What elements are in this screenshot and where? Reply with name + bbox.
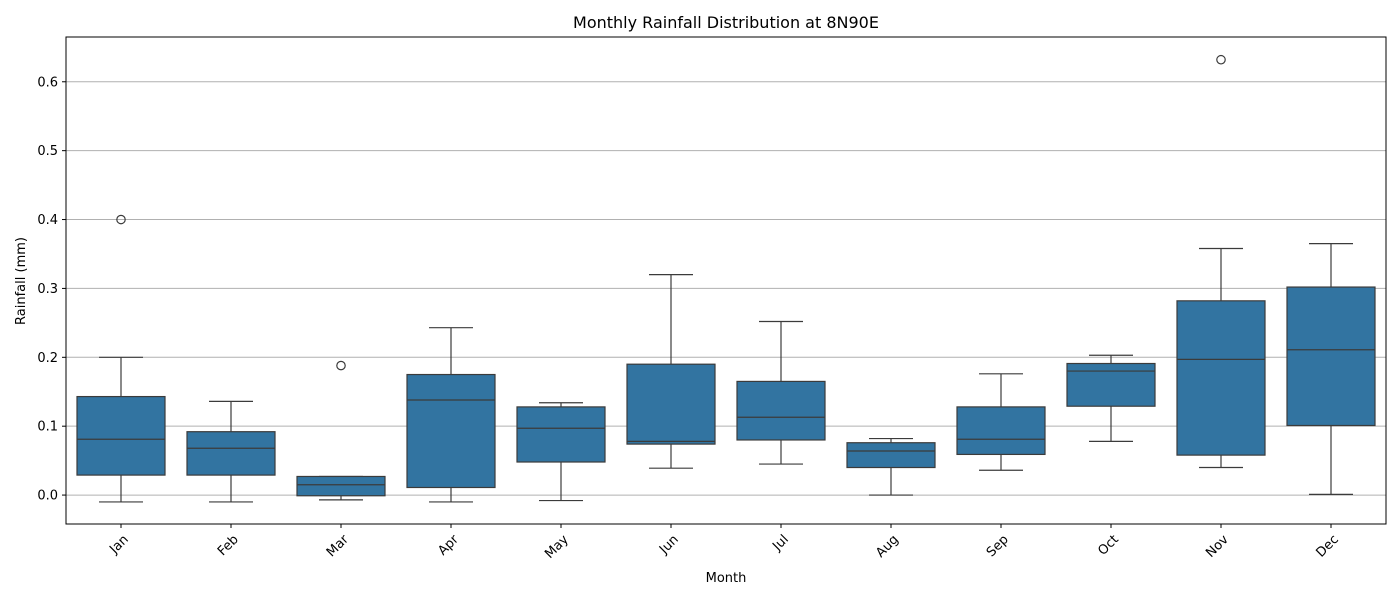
box-group — [1066, 354, 1156, 442]
box-group — [846, 437, 936, 496]
x-tick-label: Mar — [324, 532, 352, 560]
box-group — [406, 327, 496, 503]
box-group — [186, 400, 276, 503]
plot-frame — [65, 36, 1387, 525]
outlier-point — [116, 214, 126, 225]
iqr-box — [406, 373, 496, 489]
iqr-box — [76, 395, 166, 476]
iqr-box — [186, 431, 276, 476]
x-tick-label: Jul — [769, 532, 791, 554]
x-tick-label: Nov — [1203, 532, 1232, 561]
y-tick-label: 0.1 — [37, 420, 58, 435]
x-tick-label: Jan — [106, 532, 131, 557]
outlier-point — [1216, 54, 1226, 65]
box-group — [956, 373, 1046, 471]
iqr-box — [956, 406, 1046, 456]
box-group — [626, 274, 716, 469]
x-tick-label: Dec — [1313, 532, 1341, 560]
iqr-box — [736, 380, 826, 441]
box-group — [1176, 54, 1266, 469]
y-tick-label: 0.0 — [37, 489, 58, 504]
y-axis-ticks: 0.0 0.1 0.2 0.3 0.4 0.5 0.6 — [37, 75, 66, 504]
x-tick-label: Oct — [1095, 532, 1122, 559]
y-tick-label: 0.4 — [37, 213, 58, 228]
y-tick-label: 0.6 — [37, 75, 58, 90]
iqr-box — [1286, 286, 1376, 427]
grid-lines — [66, 81, 1386, 496]
iqr-box — [1176, 300, 1266, 456]
x-tick-label: Aug — [873, 532, 902, 561]
y-axis-label: Rainfall (mm) — [14, 237, 29, 325]
x-tick-label: Jun — [656, 532, 682, 558]
y-tick-label: 0.3 — [37, 282, 58, 297]
x-tick-label: May — [542, 532, 572, 562]
x-tick-label: Feb — [215, 532, 242, 559]
box-group — [76, 214, 166, 503]
iqr-box — [1066, 362, 1156, 407]
boxes-layer — [76, 54, 1376, 503]
y-tick-label: 0.2 — [37, 351, 58, 366]
box-group — [516, 402, 606, 502]
box-group — [296, 360, 386, 501]
box-group — [736, 320, 826, 465]
iqr-box — [296, 475, 386, 497]
box-group — [1286, 243, 1376, 495]
iqr-box — [846, 442, 936, 469]
x-axis-ticks: Jan Feb Mar Apr May Jun Jul Aug Sep Oct Nov Dec — [106, 524, 1342, 562]
x-tick-label: Apr — [435, 532, 462, 559]
x-axis-label: Month — [706, 571, 747, 586]
x-tick-label: Sep — [984, 532, 1012, 560]
outlier-point — [336, 360, 346, 371]
y-tick-label: 0.5 — [37, 144, 58, 159]
iqr-box — [626, 363, 716, 445]
chart-title: Monthly Rainfall Distribution at 8N90E — [573, 13, 879, 32]
iqr-box — [516, 406, 606, 463]
